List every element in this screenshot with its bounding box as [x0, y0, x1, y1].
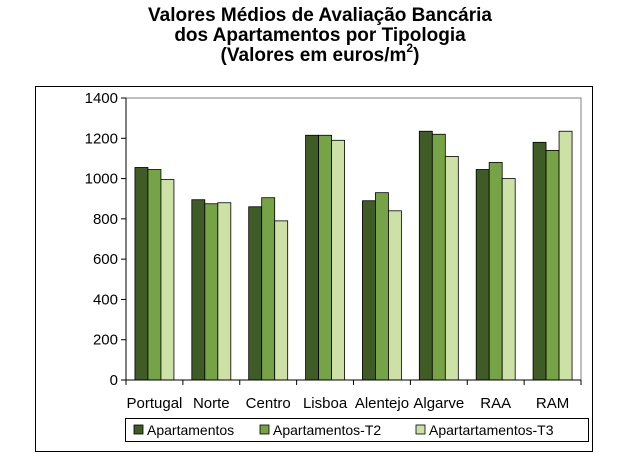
bar-ram-series-1 — [532, 141, 547, 381]
bar-algarve-series-2 — [431, 133, 446, 381]
title-line-2: dos Apartamentos por Tipologia — [174, 25, 466, 46]
x-tick-label: RAA — [480, 395, 511, 412]
bar-centro-series-3 — [274, 220, 289, 381]
bar-ram-series-3 — [558, 130, 573, 381]
bar-raa-series-3 — [501, 178, 516, 381]
bar-lisboa-series-3 — [331, 139, 345, 381]
y-tick-label: 1000 — [85, 171, 118, 188]
bar-norte-series-3 — [217, 202, 232, 381]
bar-algarve-series-3 — [444, 156, 459, 381]
x-tick-label: Portugal — [127, 395, 183, 412]
y-tick-label: 1200 — [85, 130, 118, 147]
bar-alentejo-series-3 — [388, 210, 402, 381]
y-tick-label: 0 — [110, 372, 118, 389]
legend-swatch — [133, 424, 144, 435]
x-tick-label: RAM — [536, 395, 569, 412]
bar-norte-series-1 — [191, 199, 206, 381]
legend-label: Apartamentos-T2 — [273, 422, 381, 438]
bar-centro-series-1 — [248, 206, 263, 381]
x-tick-label: Centro — [246, 395, 291, 412]
bar-alentejo-series-2 — [375, 192, 389, 381]
y-tick-label: 600 — [93, 251, 118, 268]
bar-portugal-series-2 — [147, 169, 162, 381]
x-tick-label: Alentejo — [355, 395, 409, 412]
plot-layer: 0 200 400 600 800 1000 1200 1400 Portugal Norte Ce… — [85, 90, 582, 412]
y-tick-label: 1400 — [85, 90, 118, 107]
bar-alentejo-series-1 — [362, 200, 376, 381]
legend-label: Apartamentos — [147, 422, 234, 438]
bar-raa-series-2 — [488, 162, 503, 381]
bar-centro-series-2 — [261, 197, 276, 381]
bar-portugal-series-1 — [134, 167, 149, 381]
bar-portugal-series-3 — [160, 179, 175, 381]
x-tick-label: Algarve — [413, 395, 464, 412]
bar-norte-series-2 — [204, 203, 219, 381]
x-tick-label: Norte — [193, 395, 230, 412]
legend-swatch — [259, 424, 270, 435]
title-line-3: (Valores em euros/m2) — [0, 42, 640, 66]
x-tick-label: Lisboa — [303, 395, 348, 412]
bar-algarve-series-1 — [418, 130, 433, 381]
legend-swatch — [415, 424, 426, 435]
legend-frame — [125, 418, 589, 442]
bar-ram-series-2 — [545, 149, 560, 381]
y-tick-label: 400 — [93, 291, 118, 308]
chart-title: Valores Médios de Avaliação Bancária dos… — [0, 6, 640, 66]
bar-lisboa-series-2 — [318, 134, 332, 381]
y-tick-label: 200 — [93, 332, 118, 349]
title-superscript: 2 — [406, 40, 414, 55]
bar-lisboa-series-1 — [305, 134, 319, 381]
legend-label: Apartartamentos-T3 — [429, 422, 554, 438]
title-line-3-text: (Valores em euros/m — [220, 45, 407, 66]
bar-raa-series-1 — [475, 169, 490, 381]
title-line-3-close: ) — [413, 45, 420, 66]
legend: Apartamentos Apartamentos-T2 Apartartament… — [125, 418, 589, 442]
title-line-1: Valores Médios de Avaliação Bancária — [148, 5, 492, 26]
y-tick-label: 800 — [93, 211, 118, 228]
